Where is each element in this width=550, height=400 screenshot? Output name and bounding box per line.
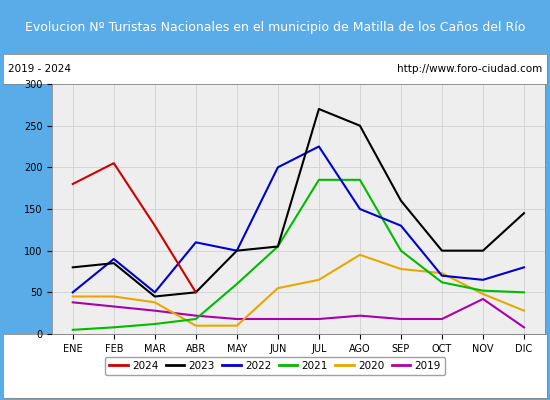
Legend: 2024, 2023, 2022, 2021, 2020, 2019: 2024, 2023, 2022, 2021, 2020, 2019 [105, 357, 445, 375]
Text: http://www.foro-ciudad.com: http://www.foro-ciudad.com [397, 64, 542, 74]
Text: Evolucion Nº Turistas Nacionales en el municipio de Matilla de los Caños del Río: Evolucion Nº Turistas Nacionales en el m… [25, 20, 525, 34]
Text: 2019 - 2024: 2019 - 2024 [8, 64, 71, 74]
